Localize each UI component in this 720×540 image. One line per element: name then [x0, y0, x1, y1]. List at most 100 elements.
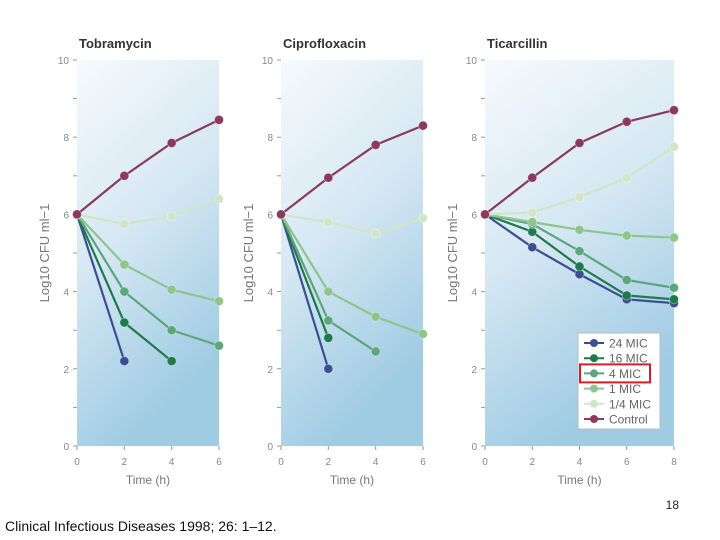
legend-marker [590, 399, 598, 408]
data-point [119, 356, 130, 366]
plot-background [77, 60, 219, 446]
legend-label: 1 MIC [609, 382, 641, 396]
x-tick-label: 4 [169, 457, 175, 468]
series-line [279, 214, 330, 339]
x-tick-label: 4 [577, 457, 583, 468]
data-point [323, 217, 334, 228]
x-axis-label: Time (h) [330, 473, 374, 487]
legend-marker [590, 354, 598, 363]
series-line [76, 213, 220, 303]
data-point [370, 140, 381, 150]
data-point [574, 192, 585, 202]
y-tick-label: 8 [63, 133, 69, 144]
data-point [370, 346, 381, 357]
data-point [621, 116, 632, 127]
data-point [527, 242, 538, 253]
y-tick-label: 8 [471, 133, 477, 144]
x-tick-label: 2 [122, 457, 128, 468]
legend-label: 1/4 MIC [609, 397, 651, 411]
data-point [323, 172, 334, 183]
data-point [480, 209, 490, 220]
data-point [621, 172, 632, 183]
chart-title: Tobramycin [79, 36, 152, 51]
data-point [574, 138, 585, 148]
data-point [119, 286, 130, 297]
data-point [669, 105, 679, 116]
series-line [76, 197, 220, 226]
data-point [669, 141, 679, 152]
series-line [280, 213, 424, 336]
page-number: 18 [665, 498, 679, 512]
data-point [527, 172, 538, 183]
y-tick-label: 2 [471, 365, 477, 376]
x-tick-label: 4 [373, 457, 379, 468]
series-1-mic [480, 209, 679, 243]
data-point [214, 296, 224, 307]
x-tick-label: 0 [74, 457, 80, 468]
y-tick-label: 8 [267, 133, 273, 144]
data-point [418, 213, 428, 224]
legend-marker [590, 415, 598, 423]
chart-title: Ciprofloxacin [283, 36, 366, 51]
data-point [166, 325, 177, 336]
y-tick-label: 0 [63, 442, 69, 453]
citation: Clinical Infectious Diseases 1998; 26: 1… [5, 518, 277, 534]
y-tick-label: 2 [63, 365, 69, 376]
data-point [527, 207, 538, 218]
chart-panel-ciprofloxacin: Ciprofloxacin 0 2 4 6 8 10 0 2 4 6 Time (h) Log10 CF… [241, 36, 428, 487]
data-point [370, 311, 381, 322]
data-point [119, 259, 130, 270]
series-line [76, 213, 220, 347]
y-tick-label: 6 [267, 210, 273, 221]
data-point [574, 261, 585, 272]
data-point [323, 333, 334, 343]
data-point [418, 329, 428, 339]
data-point [166, 138, 177, 148]
series-line [75, 214, 126, 362]
data-point [418, 120, 428, 131]
data-point [119, 170, 130, 181]
x-tick-label: 2 [326, 457, 332, 468]
data-point [276, 209, 286, 220]
data-point [119, 219, 130, 229]
data-point [370, 228, 381, 239]
legend-label: Control [609, 413, 648, 427]
legend-label: 4 MIC [609, 367, 641, 381]
x-tick-label: 8 [671, 457, 677, 468]
series-line [280, 124, 424, 216]
x-axis-label: Time (h) [126, 473, 170, 487]
y-tick-label: 2 [267, 365, 273, 376]
data-point [574, 224, 585, 235]
series-line [76, 118, 220, 216]
data-point [669, 282, 679, 293]
series-line [279, 214, 330, 370]
series-1-mic [276, 209, 428, 339]
x-tick-label: 6 [624, 457, 630, 468]
y-axis-label: Log10 CFU ml−1 [37, 204, 52, 303]
x-tick-label: 6 [420, 457, 426, 468]
data-point [166, 356, 177, 366]
chart-panel-tobramycin: Tobramycin 0 2 4 6 8 10 0 2 4 6 Time (h) Log10 CFU m… [37, 36, 224, 487]
y-tick-label: 10 [58, 56, 70, 67]
data-point [621, 275, 632, 285]
y-tick-label: 6 [63, 210, 69, 221]
y-axis-label: Log10 CFU ml−1 [445, 204, 460, 303]
data-point [621, 230, 632, 241]
y-tick-label: 6 [471, 210, 477, 221]
legend-marker [590, 369, 598, 378]
data-point [323, 315, 334, 326]
data-point [166, 284, 177, 295]
series-16-mic [480, 209, 679, 305]
y-tick-label: 0 [471, 442, 477, 453]
y-tick-label: 4 [471, 288, 477, 299]
data-point [166, 211, 177, 222]
series-control [72, 114, 224, 220]
y-tick-label: 10 [262, 56, 274, 67]
data-point [323, 363, 334, 374]
legend-label: 16 MIC [609, 352, 648, 366]
data-point [527, 217, 538, 228]
data-point [119, 317, 130, 328]
x-tick-label: 0 [482, 457, 488, 468]
series-control [276, 120, 428, 220]
